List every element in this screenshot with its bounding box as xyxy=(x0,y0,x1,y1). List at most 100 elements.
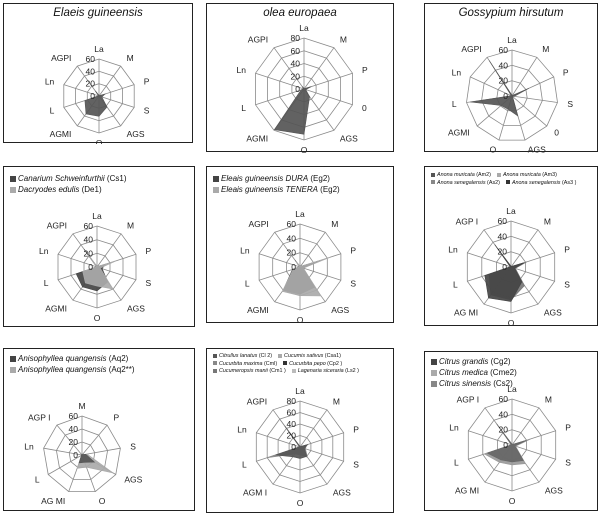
axis-label: La xyxy=(295,209,305,219)
axis-label: M xyxy=(545,395,552,405)
legend-label: Anona muricata xyxy=(437,172,475,178)
axis-label: L xyxy=(44,278,49,288)
legend-swatch xyxy=(431,358,437,365)
axis-label: Ln xyxy=(237,425,247,435)
axis-label: AGM I xyxy=(243,487,267,497)
legend-entry: Eleais guineensis TENERA (Eg2) xyxy=(213,184,383,195)
axis-label: AGS xyxy=(127,129,145,139)
axis-spoke xyxy=(511,57,538,97)
axis-label: S xyxy=(144,106,150,116)
axis-label: La xyxy=(507,384,517,394)
axis-spoke xyxy=(48,454,83,475)
axis-spoke xyxy=(303,47,335,90)
axis-spoke xyxy=(63,84,100,97)
chart-legend: Citrullus lanatus (Cl 2) Cucumis sativus … xyxy=(213,353,389,376)
legend-entry: Anisophyllea quangensis (Aq2**) xyxy=(10,364,184,375)
legend-code: (Aq2**) xyxy=(106,365,135,374)
chart-legend: Anisophyllea quangensis (Aq2) Anisophylle… xyxy=(10,353,190,375)
tick-label: 60 xyxy=(498,216,508,226)
tick-label: 40 xyxy=(287,419,297,429)
axis-label: 0 xyxy=(362,103,367,113)
legend-entry: Citrullus lanatus (Cl 2) xyxy=(213,353,272,361)
legend-swatch xyxy=(213,361,217,365)
axis-spoke xyxy=(81,424,108,456)
radar-panel-3: 0 20 40 60 La M P S 0 AGS O AGMI L Ln AGPI Gossypium hi… xyxy=(424,3,598,153)
axis-label: AGMI xyxy=(246,133,268,143)
legend-entry: Anona senegalensis (As2) xyxy=(431,180,500,188)
legend-label: Cucurbita maxima xyxy=(219,360,263,367)
axis-label: Ln xyxy=(24,442,34,452)
axis-label: La xyxy=(92,211,102,221)
legend-label: Lagenaria siceraria xyxy=(297,368,344,374)
radar-panel-4: 0 20 40 60 La M P S AGS O AGMI L Ln AGPI Canarium Schw… xyxy=(3,166,195,327)
grid-ring xyxy=(55,428,109,480)
axis-label: La xyxy=(506,206,516,216)
legend-code: (Cp2 ) xyxy=(325,360,343,367)
axis-label: AG MI xyxy=(41,496,65,506)
radar-panel-2: 0 20 40 60 80 La M P 0 AGS O AGMI L Ln AGPI olea europa… xyxy=(206,3,394,153)
axis-label: M xyxy=(340,35,347,45)
axis-label: AGS xyxy=(124,475,142,485)
axis-label: P xyxy=(146,246,152,256)
axis-spoke xyxy=(98,65,122,97)
axis-spoke xyxy=(299,231,326,268)
tick-label: 0 xyxy=(502,262,507,272)
axis-label: M xyxy=(331,219,338,229)
axis-label: L xyxy=(454,457,459,467)
legend-label: Eleais guineensis DURA xyxy=(221,174,309,183)
axis-spoke xyxy=(255,88,305,106)
tick-label: 40 xyxy=(499,60,509,70)
tick-label: 0 xyxy=(90,91,95,101)
axis-label: O xyxy=(99,496,106,506)
axis-label: S xyxy=(146,278,152,288)
legend-swatch xyxy=(431,369,437,376)
legend-code: (Cg2) xyxy=(488,357,511,366)
radar-panel-7: 0 20 40 60 M P S AGS O AG MI L Ln AGP I Anisophyllea … xyxy=(3,348,195,511)
tick-label: 20 xyxy=(499,425,509,435)
axis-label: Ln xyxy=(45,77,55,87)
axis-label: Ln xyxy=(237,65,247,75)
axis-label: 0 xyxy=(554,128,559,138)
legend-code: (Eg2) xyxy=(317,185,340,194)
legend-swatch xyxy=(291,368,296,373)
axis-label: L xyxy=(242,459,247,469)
legend-swatch xyxy=(431,172,435,177)
axis-spoke xyxy=(468,430,513,446)
axis-label: AGPI xyxy=(461,44,481,54)
axis-label: AGPI xyxy=(247,397,267,407)
axis-label: M xyxy=(127,221,134,231)
legend-code: (Cml) xyxy=(262,360,278,367)
axis-label: O xyxy=(297,315,304,324)
axis-spoke xyxy=(255,72,305,90)
axis-label: L xyxy=(453,279,458,289)
legend-code: (As3 ) xyxy=(560,179,577,186)
series-area-elaeis-guineensis xyxy=(84,90,108,117)
legend-entry: Eleais guineensis DURA (Eg2) xyxy=(213,173,383,184)
axis-spoke xyxy=(511,407,540,446)
axis-label: O xyxy=(297,498,304,508)
axis-spoke xyxy=(467,252,512,268)
legend-code: (Aq2) xyxy=(106,354,129,363)
legend-swatch xyxy=(10,175,16,182)
legend-code: (Cs2) xyxy=(491,379,513,388)
axis-label: L xyxy=(50,106,55,116)
legend-label: Citrus grandis xyxy=(439,357,489,366)
axis-label: AGS xyxy=(331,305,349,315)
chart-title: Elaeis guineensis xyxy=(53,7,143,19)
legend-entry: Dacryodes edulis (De1) xyxy=(10,184,184,195)
legend-label: Cucumis sativus xyxy=(284,353,324,359)
axis-spoke xyxy=(510,266,555,282)
axis-label: Ln xyxy=(240,246,250,256)
series-area-dacryodes-edulis xyxy=(82,254,117,290)
tick-label: 20 xyxy=(291,71,301,81)
legend-swatch xyxy=(431,180,435,184)
axis-label: P xyxy=(350,246,356,256)
axis-label: P xyxy=(564,245,570,255)
axis-label: AGS xyxy=(544,307,562,317)
legend-code: (Am3) xyxy=(540,172,557,178)
axis-label: P xyxy=(362,65,368,75)
series-area-eleais-guineensis-tenera xyxy=(281,257,331,297)
